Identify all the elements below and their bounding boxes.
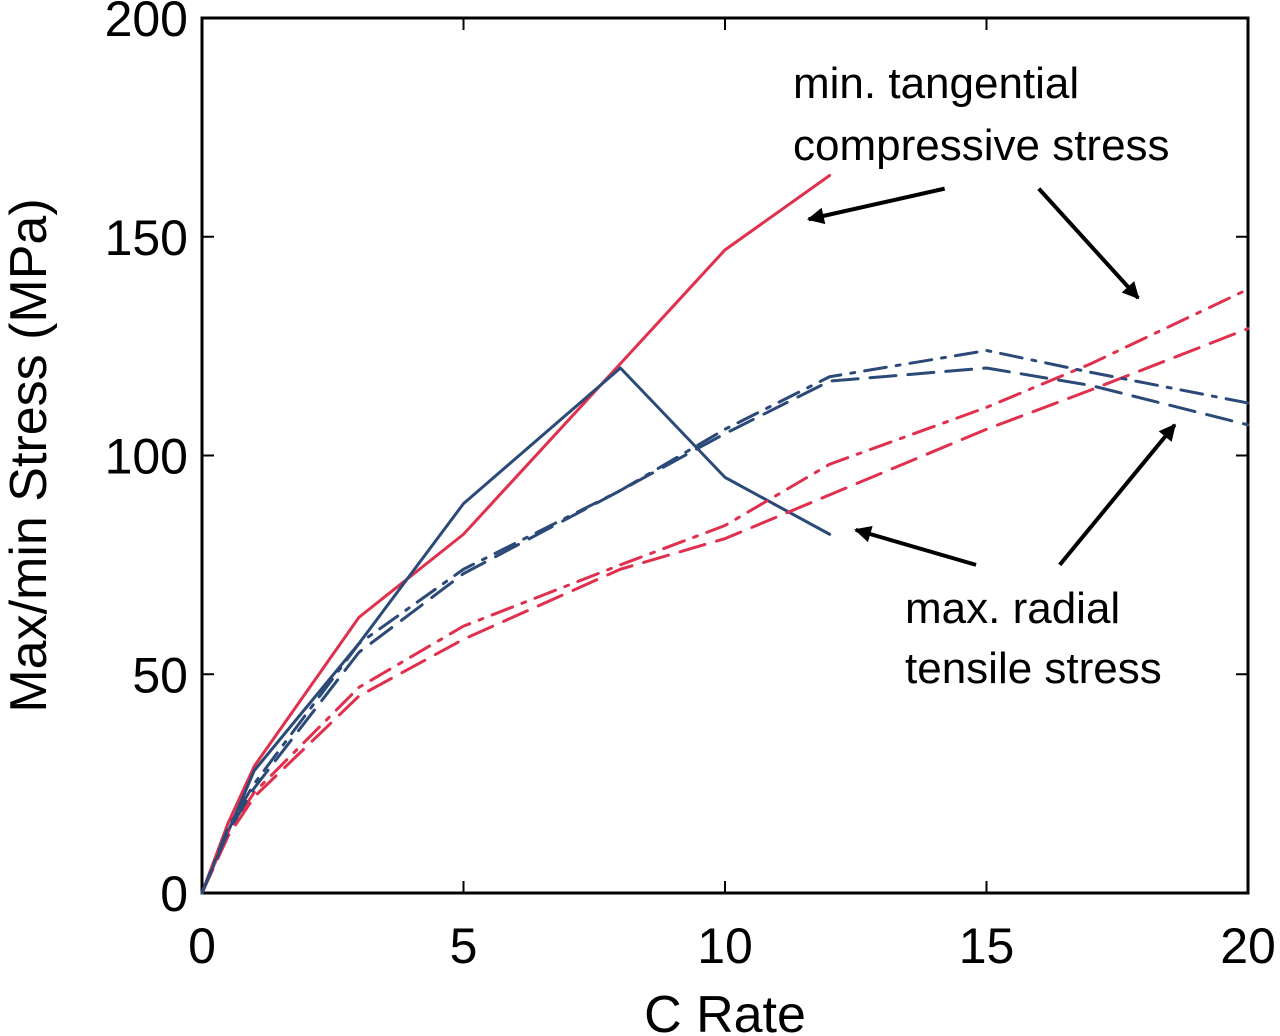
annotation-radial-arrow-2 bbox=[1058, 423, 1177, 567]
annotations: min. tangential compressive stress max. ra… bbox=[793, 59, 1177, 693]
y-tick-label: 50 bbox=[132, 647, 188, 703]
data-series bbox=[200, 174, 1250, 895]
annotation-tangential-line-2: compressive stress bbox=[793, 121, 1170, 170]
y-tick-label: 0 bbox=[160, 866, 188, 922]
y-axis-title: Max/min Stress (MPa) bbox=[0, 198, 58, 712]
y-tick-label: 100 bbox=[105, 429, 188, 485]
x-tick-label: 5 bbox=[450, 918, 478, 974]
series-line-4 bbox=[200, 327, 1250, 895]
x-tick-label: 20 bbox=[1220, 918, 1276, 974]
y-tick-label: 150 bbox=[105, 210, 188, 266]
x-tick-label: 15 bbox=[959, 918, 1015, 974]
x-axis-title: C Rate bbox=[644, 986, 806, 1036]
x-tick-label: 10 bbox=[697, 918, 753, 974]
annotation-tangential-line-1: min. tangential bbox=[793, 59, 1079, 108]
plot-axes: 0 5 10 15 20 0 50 100 150 200 bbox=[105, 0, 1276, 974]
x-axis-ticks: 0 5 10 15 20 bbox=[188, 18, 1276, 974]
x-tick-label: 0 bbox=[188, 918, 216, 974]
series-line-2 bbox=[200, 366, 832, 895]
annotation-radial-line-2: tensile stress bbox=[905, 644, 1162, 693]
series-line-6 bbox=[200, 366, 1250, 895]
y-axis-ticks: 0 50 100 150 200 bbox=[105, 0, 1248, 922]
annotation-radial-line-1: max. radial bbox=[905, 584, 1120, 633]
y-tick-label: 200 bbox=[105, 0, 188, 47]
annotation-radial-arrow-1 bbox=[854, 526, 977, 567]
annotation-tangential-arrow-2 bbox=[1037, 187, 1140, 300]
annotation-tangential-arrow-1 bbox=[807, 186, 946, 225]
